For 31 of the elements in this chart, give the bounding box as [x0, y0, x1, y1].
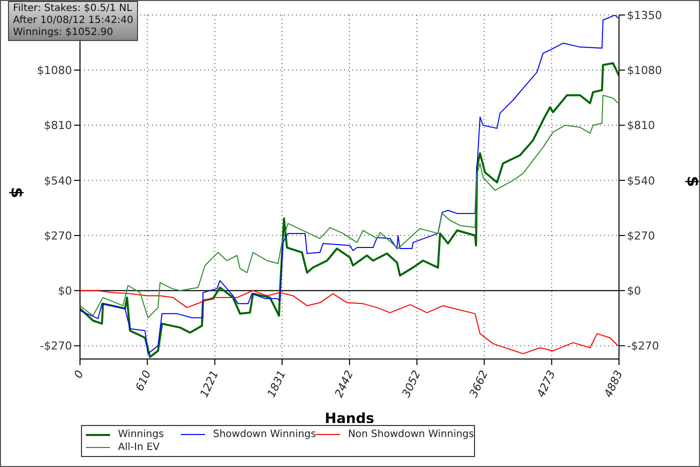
y-tick-label: $1080 [37, 64, 72, 78]
annotation: After 10/08/12 15:42:40 [13, 15, 134, 27]
x-tick-label: 2442 [332, 368, 356, 400]
x-tick-label: 4273 [534, 368, 558, 400]
text: Filter: Stakes: $0.5/1 NL [13, 3, 134, 15]
y2-tick-label: $0 [627, 284, 641, 298]
y2-tick-label: $1350 [627, 8, 662, 22]
y-tick-label: $810 [44, 119, 72, 132]
x-tick-label: 1221 [198, 368, 222, 400]
y2-tick-label: $810 [627, 119, 655, 132]
y2-tick-label: $1080 [627, 64, 662, 78]
y2-tick-label: $270 [627, 229, 655, 242]
y-tick-label: $540 [44, 174, 72, 188]
x-axis-title: Hands [324, 411, 374, 427]
x-tick-label: 610 [133, 368, 154, 393]
legend-label: Non Showdown Winnings [348, 429, 474, 440]
x-tick-label: 4883 [602, 368, 626, 400]
annotation: Winnings: $1052.90 [13, 27, 114, 39]
y-tick-label: $0 [58, 284, 72, 298]
x-tick-label: 1831 [264, 368, 288, 400]
y-tick-label: $270 [44, 229, 72, 242]
legend-label: Winnings [118, 429, 164, 440]
y-axis-title: $ [7, 187, 26, 198]
y-tick-label: -$270 [40, 340, 72, 353]
legend-label: All-In EV [118, 442, 160, 453]
x-tick-label: 3052 [400, 368, 424, 400]
y2-tick-label: $540 [627, 174, 655, 188]
legend-label: Showdown Winnings [212, 429, 316, 440]
y2-tick-label: -$270 [627, 340, 659, 353]
x-tick-label: 3662 [466, 368, 491, 400]
x-tick-label: 0 [72, 368, 86, 380]
